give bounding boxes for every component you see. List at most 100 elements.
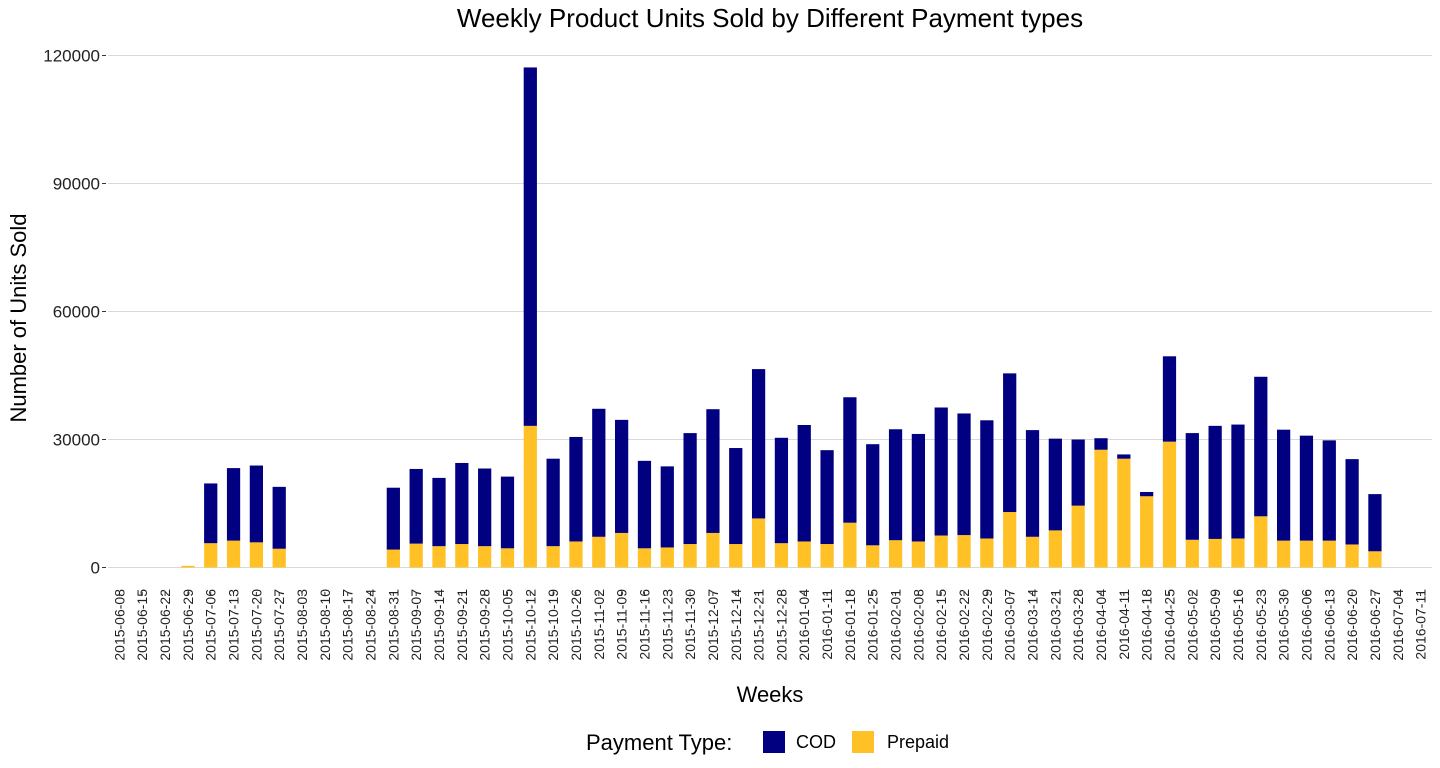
bar-prepaid-2016-05-16	[1231, 538, 1245, 568]
bar-cod-2015-10-05	[500, 476, 515, 549]
bar-prepaid-2015-10-05	[500, 548, 515, 568]
y-axis-ticks: 0 30000 60000 90000 120000	[43, 47, 106, 578]
bar-prepaid-2016-05-23	[1254, 516, 1268, 568]
bar-cod-2015-12-28	[774, 437, 789, 544]
bar-prepaid-2016-04-11	[1117, 458, 1131, 568]
bar-prepaid-2016-02-29	[980, 538, 994, 568]
bar-cod-2015-12-21	[751, 369, 766, 519]
x-tick-label: 2016-02-22	[956, 589, 972, 661]
x-tick-label: 2016-02-15	[933, 589, 949, 661]
bar-cod-2016-06-13	[1322, 440, 1336, 541]
bar-prepaid-2015-12-14	[729, 544, 743, 568]
bar-prepaid-2016-06-13	[1322, 540, 1336, 568]
bar-cod-2016-06-06	[1299, 435, 1314, 541]
legend-swatch-cod	[763, 731, 785, 753]
legend-swatch-prepaid	[852, 731, 874, 753]
x-tick-label: 2016-05-16	[1230, 589, 1246, 661]
x-tick-label: 2016-05-09	[1207, 589, 1223, 661]
x-tick-label: 2015-07-27	[271, 589, 287, 661]
bar-cod-2015-12-14	[729, 448, 743, 545]
bar-prepaid-2016-04-18	[1140, 496, 1154, 568]
bar-cod-2015-09-21	[455, 462, 469, 545]
bar-prepaid-2016-06-06	[1299, 540, 1314, 568]
bar-prepaid-2015-11-16	[637, 548, 652, 568]
x-tick-label: 2015-08-31	[385, 589, 401, 661]
x-tick-label: 2016-04-11	[1116, 589, 1132, 660]
x-tick-label: 2016-01-18	[842, 589, 858, 661]
x-tick-label: 2015-09-14	[431, 589, 447, 661]
y-tick-label: 90000	[53, 175, 100, 194]
x-tick-label: 2016-02-01	[888, 589, 904, 661]
bar-prepaid-2016-03-07	[1003, 512, 1017, 568]
x-tick-label: 2015-12-21	[751, 589, 767, 661]
bar-cod-2015-07-27	[272, 486, 286, 549]
y-tick-label: 30000	[53, 431, 100, 450]
bar-prepaid-2016-06-27	[1368, 551, 1382, 568]
bar-cod-2016-03-07	[1003, 373, 1017, 513]
bar-cod-2016-02-22	[957, 413, 971, 536]
bar-cod-2016-04-11	[1117, 454, 1131, 459]
bar-cod-2016-01-11	[820, 450, 834, 545]
x-tick-label: 2016-05-23	[1253, 589, 1269, 661]
bar-cod-2015-07-06	[204, 483, 218, 544]
x-tick-label: 2015-11-02	[591, 589, 607, 660]
legend-label-cod: COD	[796, 732, 836, 752]
bar-cod-2015-12-07	[706, 409, 720, 533]
x-axis-ticks: 2015-06-08 2015-06-15 2015-06-22 2015-06-29…	[111, 589, 1428, 661]
bar-prepaid-2015-11-09	[615, 532, 629, 568]
bar-cod-2015-11-16	[637, 460, 652, 549]
bar-prepaid-2016-06-20	[1345, 544, 1359, 568]
bar-prepaid-2015-11-30	[683, 544, 697, 568]
bar-cod-2016-03-14	[1025, 430, 1040, 537]
bar-prepaid-2016-02-08	[911, 541, 925, 568]
bar-prepaid-2015-07-06	[204, 543, 218, 568]
x-tick-label: 2016-07-11	[1413, 589, 1429, 660]
x-tick-label: 2016-01-11	[819, 589, 835, 660]
y-tick-label: 0	[91, 559, 100, 578]
x-tick-label: 2015-11-09	[614, 589, 630, 660]
bar-prepaid-2016-05-30	[1277, 540, 1291, 568]
x-tick-label: 2015-07-13	[226, 589, 242, 661]
bar-prepaid-2016-05-09	[1208, 538, 1222, 568]
x-tick-label: 2016-01-25	[865, 589, 881, 661]
bar-prepaid-2016-03-14	[1025, 536, 1040, 568]
x-tick-label: 2015-10-05	[499, 589, 515, 661]
bar-cod-2016-02-01	[888, 429, 903, 541]
x-tick-label: 2015-08-03	[294, 589, 310, 661]
x-tick-label: 2016-06-13	[1321, 589, 1337, 661]
x-tick-label: 2016-03-07	[1002, 589, 1018, 661]
bar-prepaid-2016-03-21	[1048, 530, 1062, 568]
bar-prepaid-2016-01-04	[797, 541, 811, 568]
bar-cod-2015-11-23	[660, 466, 674, 548]
x-tick-label: 2015-09-07	[408, 589, 424, 661]
legend: Payment Type: COD Prepaid	[586, 730, 949, 755]
bar-prepaid-2016-01-25	[866, 545, 880, 568]
bar-cod-2015-11-09	[615, 419, 629, 533]
x-tick-label: 2016-04-25	[1161, 589, 1177, 661]
bar-prepaid-2015-11-23	[660, 547, 674, 568]
x-tick-label: 2015-09-21	[454, 589, 470, 661]
bar-cod-2015-09-14	[432, 477, 446, 547]
bar-cod-2016-05-09	[1208, 425, 1222, 539]
x-tick-label: 2016-04-04	[1093, 589, 1109, 661]
x-tick-label: 2015-09-28	[477, 589, 493, 661]
x-tick-label: 2016-03-14	[1025, 589, 1041, 661]
legend-title: Payment Type:	[586, 730, 732, 755]
x-tick-label: 2016-07-04	[1390, 589, 1406, 661]
x-tick-label: 2016-05-30	[1276, 589, 1292, 661]
chart-title: Weekly Product Units Sold by Different P…	[457, 3, 1083, 33]
bar-prepaid-2015-10-26	[569, 541, 583, 568]
bar-cod-2015-10-26	[569, 436, 583, 542]
bar-prepaid-2015-12-28	[774, 543, 789, 568]
x-axis-title: Weeks	[737, 682, 804, 707]
bar-cod-2016-02-29	[980, 420, 994, 539]
bar-prepaid-2016-01-18	[843, 522, 857, 568]
bar-cod-2016-04-18	[1140, 491, 1154, 497]
bar-cod-2016-01-18	[843, 397, 857, 523]
bar-prepaid-2015-08-31	[386, 549, 400, 568]
bar-prepaid-2015-06-29	[181, 565, 195, 568]
x-tick-label: 2015-10-19	[545, 589, 561, 661]
bar-prepaid-2016-05-02	[1185, 539, 1199, 568]
x-tick-label: 2015-10-26	[568, 589, 584, 661]
y-tick-label: 60000	[53, 303, 100, 322]
